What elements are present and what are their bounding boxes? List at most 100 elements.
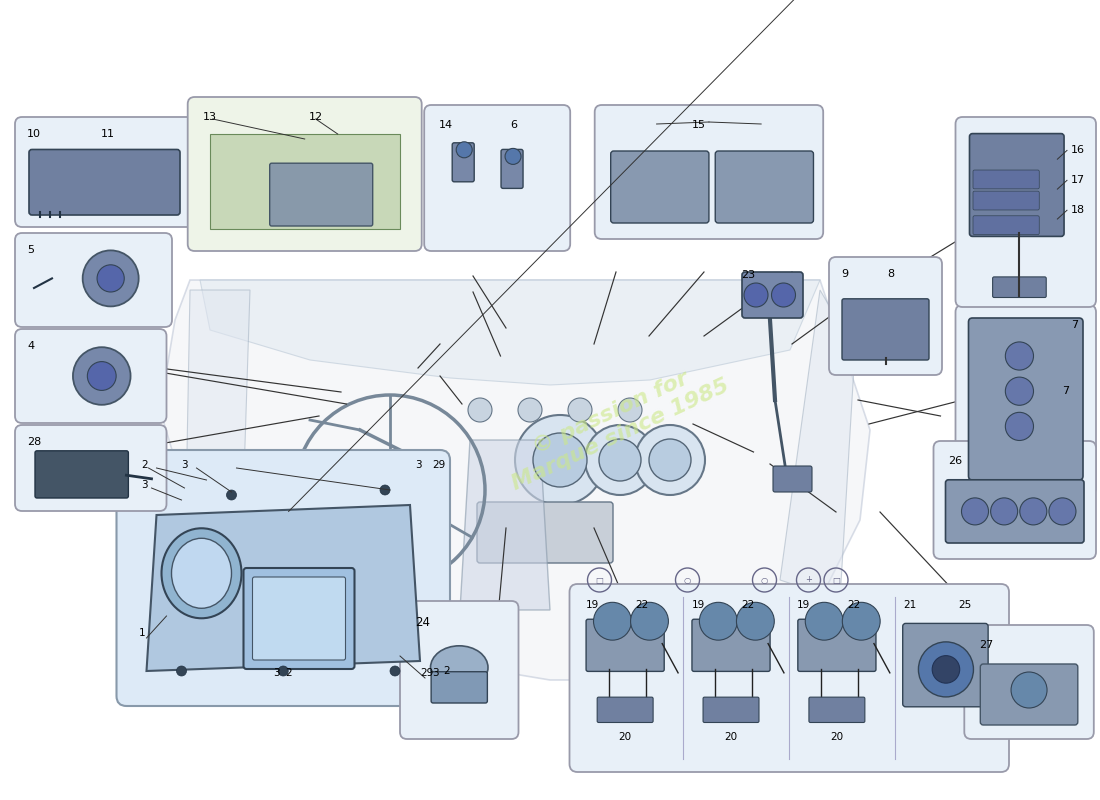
Text: +: +: [805, 575, 812, 585]
Text: □: □: [832, 575, 840, 585]
Text: 29: 29: [432, 460, 446, 470]
FancyBboxPatch shape: [992, 277, 1046, 298]
Text: F: F: [385, 483, 395, 497]
Text: 3: 3: [273, 668, 279, 678]
Text: 13: 13: [202, 112, 217, 122]
Circle shape: [1005, 377, 1034, 406]
Polygon shape: [160, 280, 870, 680]
FancyBboxPatch shape: [431, 672, 487, 703]
Circle shape: [568, 398, 592, 422]
Polygon shape: [780, 290, 855, 600]
Text: 3: 3: [415, 460, 421, 470]
FancyBboxPatch shape: [829, 257, 942, 375]
FancyBboxPatch shape: [974, 216, 1040, 234]
Text: 3: 3: [182, 460, 188, 470]
Circle shape: [771, 283, 795, 307]
Circle shape: [176, 666, 187, 676]
Polygon shape: [146, 505, 420, 671]
Text: 26: 26: [948, 456, 962, 466]
FancyBboxPatch shape: [586, 619, 664, 671]
Circle shape: [505, 149, 521, 164]
FancyBboxPatch shape: [742, 272, 803, 318]
Circle shape: [843, 602, 880, 640]
Circle shape: [700, 602, 737, 640]
FancyBboxPatch shape: [946, 480, 1084, 543]
Circle shape: [585, 425, 654, 495]
Text: 11: 11: [101, 129, 116, 139]
Text: 20: 20: [618, 733, 631, 742]
Circle shape: [1020, 498, 1047, 525]
Circle shape: [918, 642, 974, 697]
FancyBboxPatch shape: [477, 502, 613, 563]
FancyBboxPatch shape: [903, 623, 988, 707]
Circle shape: [744, 283, 768, 307]
Text: □: □: [595, 575, 604, 585]
Circle shape: [534, 433, 587, 487]
Text: 15: 15: [692, 120, 706, 130]
Text: 12: 12: [309, 112, 323, 122]
Polygon shape: [200, 280, 820, 385]
Text: 10: 10: [28, 129, 41, 139]
Text: 18: 18: [1071, 206, 1085, 215]
FancyBboxPatch shape: [956, 305, 1096, 495]
FancyBboxPatch shape: [353, 578, 380, 637]
Text: 22: 22: [741, 600, 755, 610]
Polygon shape: [460, 440, 550, 610]
FancyBboxPatch shape: [15, 117, 194, 227]
Text: 22: 22: [847, 600, 860, 610]
Circle shape: [358, 458, 422, 522]
FancyBboxPatch shape: [934, 441, 1096, 559]
Text: © passion for
Marque since 1985: © passion for Marque since 1985: [499, 354, 733, 494]
Text: 20: 20: [830, 733, 844, 742]
FancyBboxPatch shape: [288, 578, 320, 637]
Circle shape: [618, 398, 642, 422]
Text: 24: 24: [415, 616, 430, 629]
Text: ○: ○: [761, 575, 768, 585]
Circle shape: [87, 362, 117, 390]
FancyBboxPatch shape: [692, 619, 770, 671]
FancyBboxPatch shape: [703, 697, 759, 722]
Circle shape: [805, 602, 843, 640]
Text: 14: 14: [439, 120, 453, 130]
Text: 23: 23: [741, 270, 755, 280]
Text: ○: ○: [684, 575, 691, 585]
FancyBboxPatch shape: [965, 625, 1093, 739]
Circle shape: [630, 602, 669, 640]
FancyBboxPatch shape: [425, 105, 570, 251]
FancyBboxPatch shape: [323, 578, 349, 637]
Text: 19: 19: [692, 600, 705, 610]
Text: 2: 2: [443, 666, 450, 676]
Polygon shape: [185, 290, 250, 600]
Text: 2: 2: [285, 668, 292, 678]
FancyBboxPatch shape: [400, 601, 518, 739]
FancyBboxPatch shape: [15, 425, 166, 511]
Circle shape: [227, 490, 236, 500]
Circle shape: [649, 439, 691, 481]
Text: 4: 4: [28, 341, 34, 351]
Circle shape: [456, 142, 472, 158]
Text: 5: 5: [28, 245, 34, 255]
Text: 19: 19: [798, 600, 811, 610]
Text: 8: 8: [888, 269, 894, 279]
Circle shape: [594, 602, 631, 640]
Text: 27: 27: [979, 640, 993, 650]
FancyBboxPatch shape: [842, 299, 930, 360]
Circle shape: [468, 398, 492, 422]
Text: 19: 19: [585, 600, 598, 610]
Circle shape: [1011, 672, 1047, 708]
Text: 7: 7: [1071, 320, 1078, 330]
FancyBboxPatch shape: [798, 619, 876, 671]
Circle shape: [73, 347, 131, 405]
Circle shape: [1005, 412, 1034, 441]
Text: 9: 9: [842, 269, 848, 279]
Text: 22: 22: [636, 600, 649, 610]
Circle shape: [82, 250, 139, 306]
FancyBboxPatch shape: [570, 584, 1009, 772]
Ellipse shape: [162, 528, 242, 618]
FancyBboxPatch shape: [969, 134, 1064, 237]
FancyBboxPatch shape: [452, 142, 474, 182]
FancyBboxPatch shape: [188, 97, 421, 251]
FancyBboxPatch shape: [15, 329, 166, 423]
Text: 16: 16: [1071, 146, 1085, 155]
FancyBboxPatch shape: [270, 163, 373, 226]
